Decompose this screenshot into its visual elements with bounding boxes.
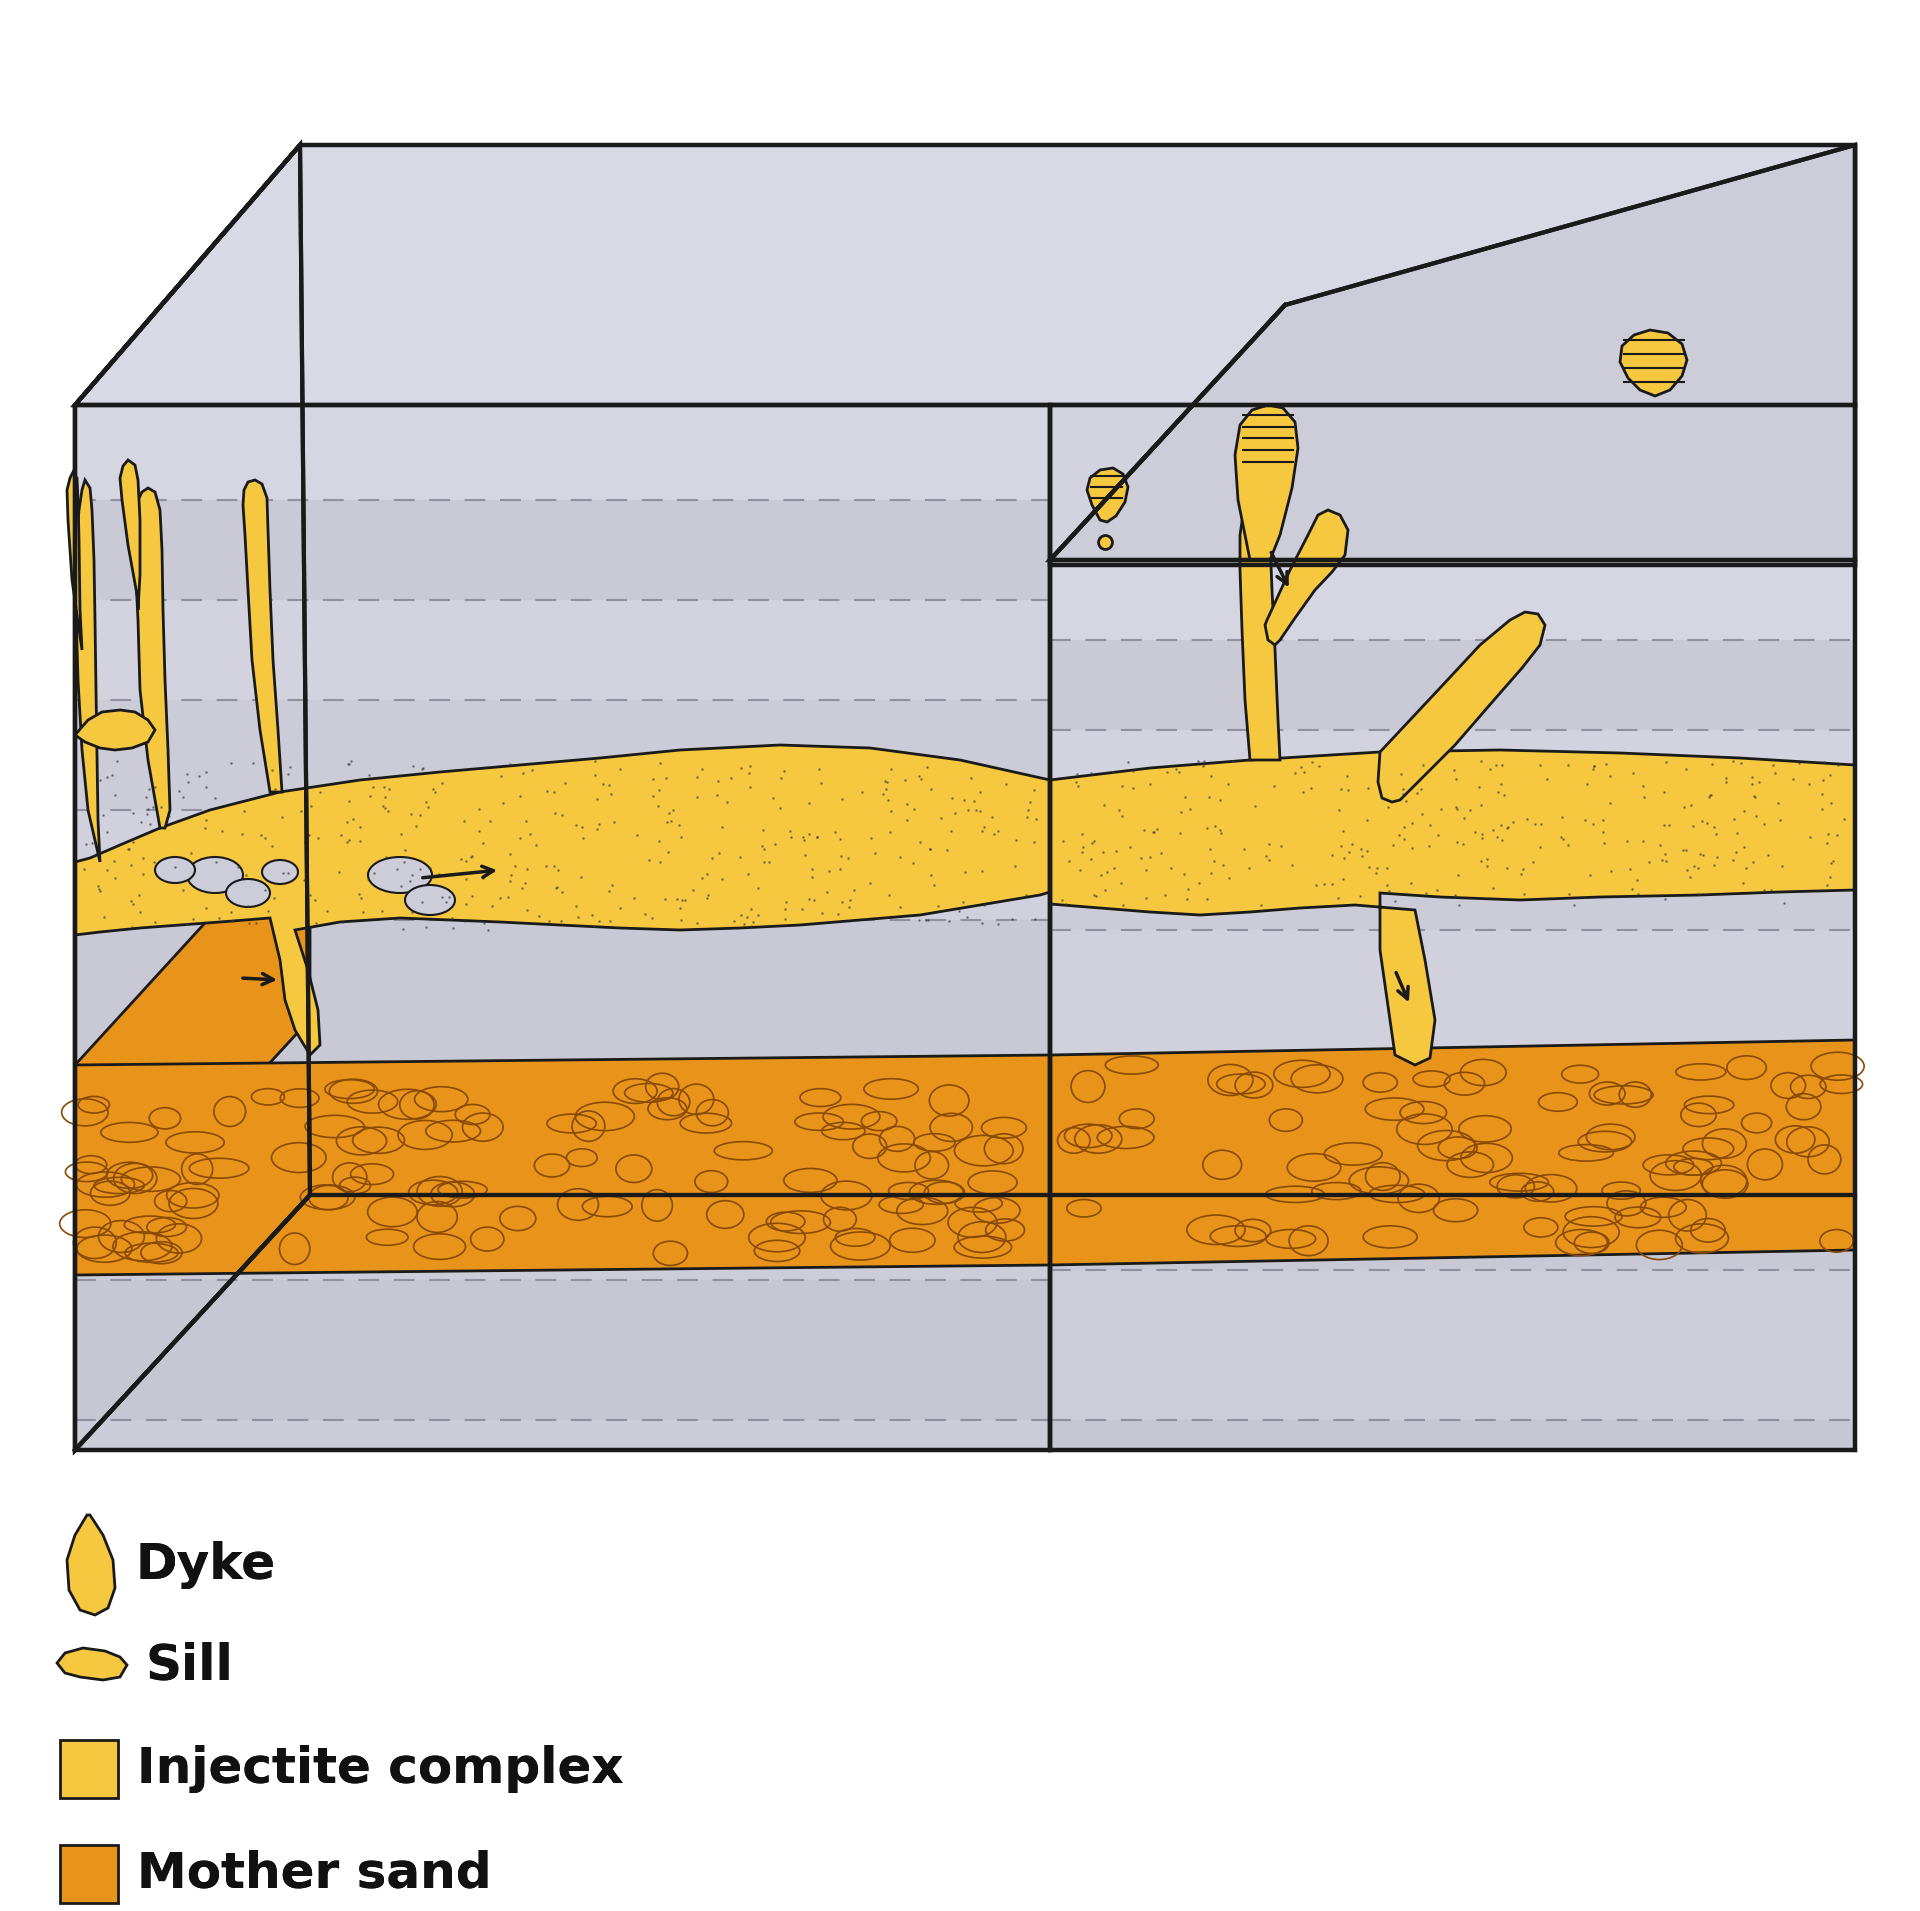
- Text: Sill: Sill: [146, 1642, 232, 1689]
- Polygon shape: [1050, 931, 1855, 1061]
- Ellipse shape: [227, 879, 271, 908]
- Text: Sill: Sill: [146, 1642, 232, 1689]
- Polygon shape: [75, 1070, 1050, 1280]
- Polygon shape: [75, 1420, 1050, 1450]
- Polygon shape: [1050, 749, 1855, 1064]
- Polygon shape: [75, 405, 1050, 501]
- Polygon shape: [1050, 1420, 1855, 1450]
- Polygon shape: [75, 1280, 1050, 1420]
- Polygon shape: [75, 808, 309, 1275]
- Polygon shape: [1050, 405, 1855, 566]
- Polygon shape: [1050, 560, 1855, 640]
- Ellipse shape: [186, 856, 244, 892]
- Polygon shape: [67, 472, 83, 650]
- Polygon shape: [67, 1515, 115, 1615]
- Text: Dyke: Dyke: [134, 1540, 275, 1590]
- Polygon shape: [75, 145, 1855, 405]
- Polygon shape: [75, 145, 309, 1450]
- Text: Injectite complex: Injectite complex: [136, 1745, 624, 1793]
- Polygon shape: [1050, 1061, 1855, 1271]
- Ellipse shape: [261, 860, 298, 885]
- Bar: [60, 1844, 117, 1903]
- Text: Mother sand: Mother sand: [136, 1850, 492, 1898]
- Polygon shape: [75, 145, 309, 1450]
- Polygon shape: [1235, 405, 1298, 560]
- Polygon shape: [121, 461, 140, 610]
- Text: Dyke: Dyke: [134, 1540, 275, 1590]
- Ellipse shape: [405, 885, 455, 915]
- Polygon shape: [1050, 1040, 1855, 1265]
- Polygon shape: [75, 600, 1050, 699]
- Polygon shape: [75, 145, 1855, 405]
- Polygon shape: [1050, 640, 1855, 730]
- Ellipse shape: [369, 856, 432, 892]
- Polygon shape: [1050, 405, 1855, 566]
- Polygon shape: [75, 711, 156, 749]
- Polygon shape: [75, 1055, 1050, 1275]
- Polygon shape: [1265, 510, 1348, 646]
- Polygon shape: [58, 1647, 127, 1680]
- Polygon shape: [1050, 730, 1855, 820]
- Polygon shape: [75, 480, 100, 862]
- Polygon shape: [75, 699, 1050, 810]
- Polygon shape: [75, 501, 1050, 600]
- Polygon shape: [75, 745, 1050, 1055]
- Polygon shape: [1050, 145, 1855, 560]
- Polygon shape: [1050, 145, 1855, 560]
- Text: Injectite complex: Injectite complex: [136, 1745, 624, 1793]
- Polygon shape: [1050, 820, 1855, 931]
- Polygon shape: [75, 810, 1050, 919]
- Ellipse shape: [156, 856, 196, 883]
- Polygon shape: [1379, 612, 1546, 803]
- Polygon shape: [1620, 331, 1688, 396]
- Polygon shape: [1050, 1271, 1855, 1420]
- Polygon shape: [75, 919, 1050, 1070]
- Polygon shape: [244, 480, 282, 791]
- Polygon shape: [1087, 468, 1129, 522]
- Text: Mother sand: Mother sand: [136, 1850, 492, 1898]
- Polygon shape: [134, 487, 171, 827]
- Bar: [60, 1741, 117, 1798]
- Polygon shape: [1240, 501, 1281, 761]
